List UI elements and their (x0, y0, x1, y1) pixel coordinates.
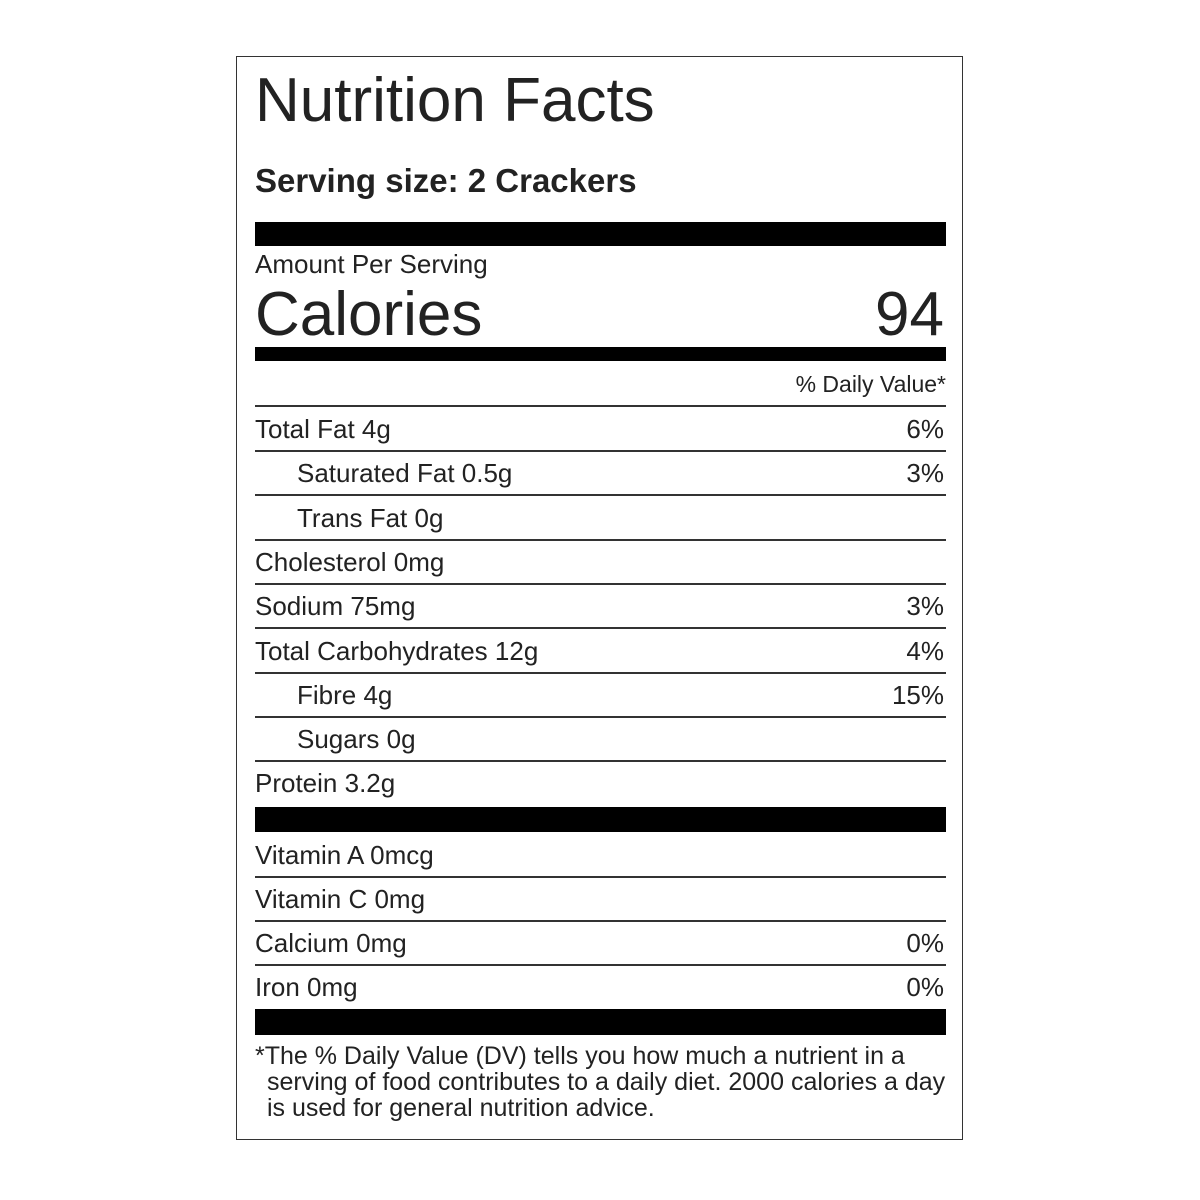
divider (255, 450, 946, 452)
nutrient-row: Trans Fat 0g (255, 496, 946, 540)
nutrient-row: Sugars 0g (255, 717, 946, 761)
nutrient-label: Calcium 0mg (255, 928, 407, 958)
divider (255, 715, 946, 718)
nutrient-label: Trans Fat 0g (297, 502, 444, 533)
nutrient-row: Total Fat 4g 6% (255, 407, 946, 451)
calories-row: Calories 94 (255, 279, 946, 351)
title: Nutrition Facts (255, 66, 655, 135)
nutrient-label: Fibre 4g (297, 679, 393, 710)
nutrient-label: Sodium 75mg (255, 591, 416, 622)
daily-value: 4% (906, 635, 944, 666)
nutrient-label: Sugars 0g (297, 724, 416, 755)
nutrient-row: Sodium 75mg 3% (255, 584, 946, 628)
divider (255, 582, 946, 585)
divider (255, 876, 946, 878)
nutrient-row: Vitamin A 0mcg (255, 833, 946, 877)
nutrient-row: Cholesterol 0mg (255, 540, 946, 584)
nutrient-label: Saturated Fat 0.5g (297, 458, 513, 489)
daily-value: 0% (906, 928, 944, 958)
amount-per-serving: Amount Per Serving (255, 249, 488, 279)
nutrition-label: Nutrition Facts Serving size: 2 Crackers… (236, 56, 963, 1140)
serving-size: Serving size: 2 Crackers (255, 162, 637, 199)
nutrient-row: Protein 3.2g (255, 761, 946, 805)
nutrient-label: Vitamin A 0mcg (255, 840, 434, 870)
thick-bar (255, 222, 946, 246)
nutrient-label: Vitamin C 0mg (255, 884, 426, 914)
daily-value: 6% (906, 414, 944, 444)
footnote: *The % Daily Value (DV) tells you how mu… (255, 1042, 946, 1122)
calories-value: 94 (875, 280, 944, 349)
divider (255, 627, 946, 630)
nutrient-row: Total Carbohydrates 12g 4% (255, 629, 946, 673)
thick-bar (255, 347, 946, 361)
nutrient-label: Iron 0mg (255, 972, 358, 1002)
thick-bar (255, 807, 946, 832)
daily-value: 0% (906, 972, 944, 1002)
nutrient-row: Vitamin C 0mg (255, 877, 946, 921)
nutrient-row: Saturated Fat 0.5g 3% (255, 451, 946, 495)
divider (255, 964, 946, 966)
divider (255, 538, 946, 541)
divider (255, 920, 946, 922)
divider (255, 671, 946, 674)
nutrient-label: Protein 3.2g (255, 768, 396, 799)
nutrient-row: Fibre 4g 15% (255, 673, 946, 717)
nutrient-row: Iron 0mg 0% (255, 965, 946, 1009)
nutrient-label: Cholesterol 0mg (255, 546, 445, 577)
thick-bar (255, 1009, 946, 1035)
nutrient-row: Calcium 0mg 0% (255, 921, 946, 965)
calories-label: Calories (255, 280, 483, 349)
daily-value: 15% (891, 679, 944, 710)
nutrient-label: Total Fat 4g (255, 414, 391, 444)
divider (255, 760, 946, 763)
daily-value: 3% (906, 591, 944, 622)
daily-value: 3% (906, 458, 944, 489)
divider (255, 494, 946, 497)
daily-value-header: % Daily Value* (795, 371, 946, 397)
divider (255, 405, 946, 407)
nutrient-label: Total Carbohydrates 12g (255, 635, 539, 666)
